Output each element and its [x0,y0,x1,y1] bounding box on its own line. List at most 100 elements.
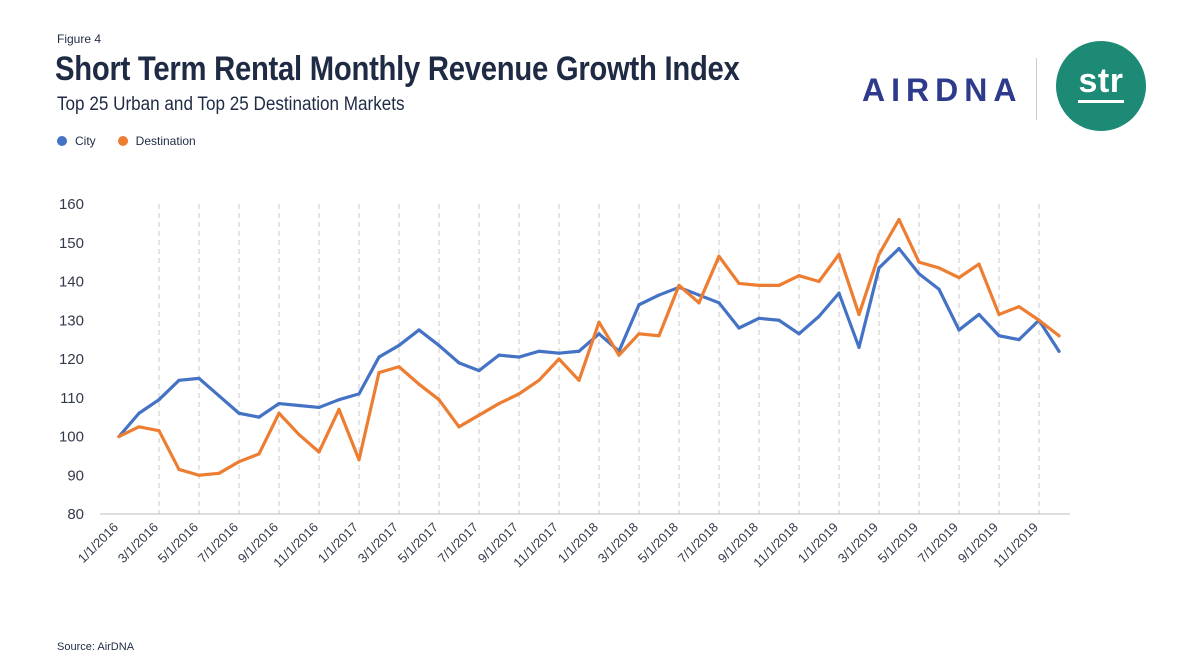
legend-item-city: City [57,134,96,148]
data-point-destination [977,262,981,266]
data-point-destination [937,266,941,270]
data-point-destination [117,434,121,439]
data-point-destination [297,432,301,437]
y-tick-label: 150 [59,235,84,252]
legend: City Destination [57,134,218,148]
data-point-city [297,403,301,408]
data-point-destination [597,320,601,324]
str-logo-text: str [1077,64,1125,103]
x-tick-label: 3/1/2017 [355,520,401,566]
data-point-city [917,272,921,276]
data-point-destination [797,274,801,278]
data-point-city [697,293,701,297]
x-tick-label: 5/1/2018 [635,520,681,566]
airdna-logo: AIRDNA [862,72,1023,108]
grid-layer [158,204,1040,514]
data-point-city [137,411,141,415]
data-point-city [517,355,521,359]
data-point-destination [537,378,541,382]
data-point-destination [817,279,821,284]
data-point-city [717,301,721,305]
data-point-city [737,326,741,330]
data-point-city [397,343,401,348]
data-point-destination [477,413,481,417]
data-point-destination [217,471,221,475]
x-tick-label: 5/1/2016 [155,520,201,566]
data-point-destination [577,378,581,382]
data-point-city [417,328,421,332]
series-line-city [117,246,1061,439]
legend-marker-destination [117,136,128,146]
series-layer [117,217,1061,477]
data-point-city [497,353,501,357]
data-point-destination [917,260,921,264]
data-point-destination [197,473,201,477]
source-note: Source: AirDNA [57,641,135,653]
legend-label-city: City [75,134,96,148]
x-tick-label: 1/1/2018 [555,520,601,566]
data-point-destination [277,411,281,415]
chart-title: Short Term Rental Monthly Revenue Growth… [55,50,740,88]
data-point-destination [377,370,381,375]
data-point-destination [677,283,681,287]
x-tick-label: 7/1/2016 [195,520,241,566]
data-point-city [817,314,821,318]
data-point-destination [457,425,461,429]
y-tick-label: 110 [60,390,84,407]
y-tick-labels: 80 90 100 110 120 130 140 150 160 [59,196,84,523]
data-point-city [877,266,881,270]
data-point-destination [437,398,441,402]
data-point-city [897,246,901,251]
data-point-city [457,361,461,365]
x-tick-label: 1/1/2017 [315,520,361,566]
data-point-city [1017,338,1021,342]
data-point-city [857,345,861,349]
data-point-destination [557,357,561,361]
data-point-destination [357,458,361,462]
data-point-destination [1057,334,1061,338]
data-point-destination [997,312,1001,317]
x-tick-label: 1/1/2016 [75,520,121,566]
data-point-city [217,394,221,398]
chart-subtitle: Top 25 Urban and Top 25 Destination Mark… [57,94,405,115]
y-tick-label: 100 [59,429,84,446]
data-point-destination [637,332,641,336]
data-point-city [257,415,261,419]
data-point-city [757,316,761,320]
data-point-city [357,392,361,396]
data-point-destination [517,392,521,396]
data-point-destination [657,334,661,338]
data-point-city [157,398,161,402]
y-tick-label: 140 [59,274,84,291]
data-point-city [177,378,181,382]
data-point-destination [1037,318,1041,322]
data-point-city [777,318,781,322]
data-point-city [377,355,381,359]
data-point-city [317,405,321,410]
data-point-destination [857,312,861,317]
data-point-destination [1017,305,1021,309]
data-point-city [557,351,561,355]
x-tick-labels: 1/1/20163/1/20165/1/20167/1/20169/1/2016… [75,520,1041,571]
x-tick-label: 7/1/2019 [915,520,961,566]
data-point-city [957,328,961,332]
data-point-city [597,332,601,336]
x-tick-label: 3/1/2019 [835,520,881,566]
data-point-destination [717,254,721,258]
data-point-city [937,287,941,291]
x-tick-label: 3/1/2016 [115,520,161,566]
logo-divider [1036,58,1037,120]
data-point-destination [137,425,141,429]
y-tick-label: 90 [67,467,84,484]
data-point-destination [337,407,341,411]
data-point-city [337,398,341,402]
data-point-city [997,334,1001,338]
legend-label-destination: Destination [135,134,196,148]
data-point-destination [877,252,881,256]
data-point-city [437,343,441,348]
data-point-destination [497,401,501,406]
data-point-destination [617,353,621,357]
data-point-destination [397,365,401,369]
data-point-destination [257,452,261,456]
